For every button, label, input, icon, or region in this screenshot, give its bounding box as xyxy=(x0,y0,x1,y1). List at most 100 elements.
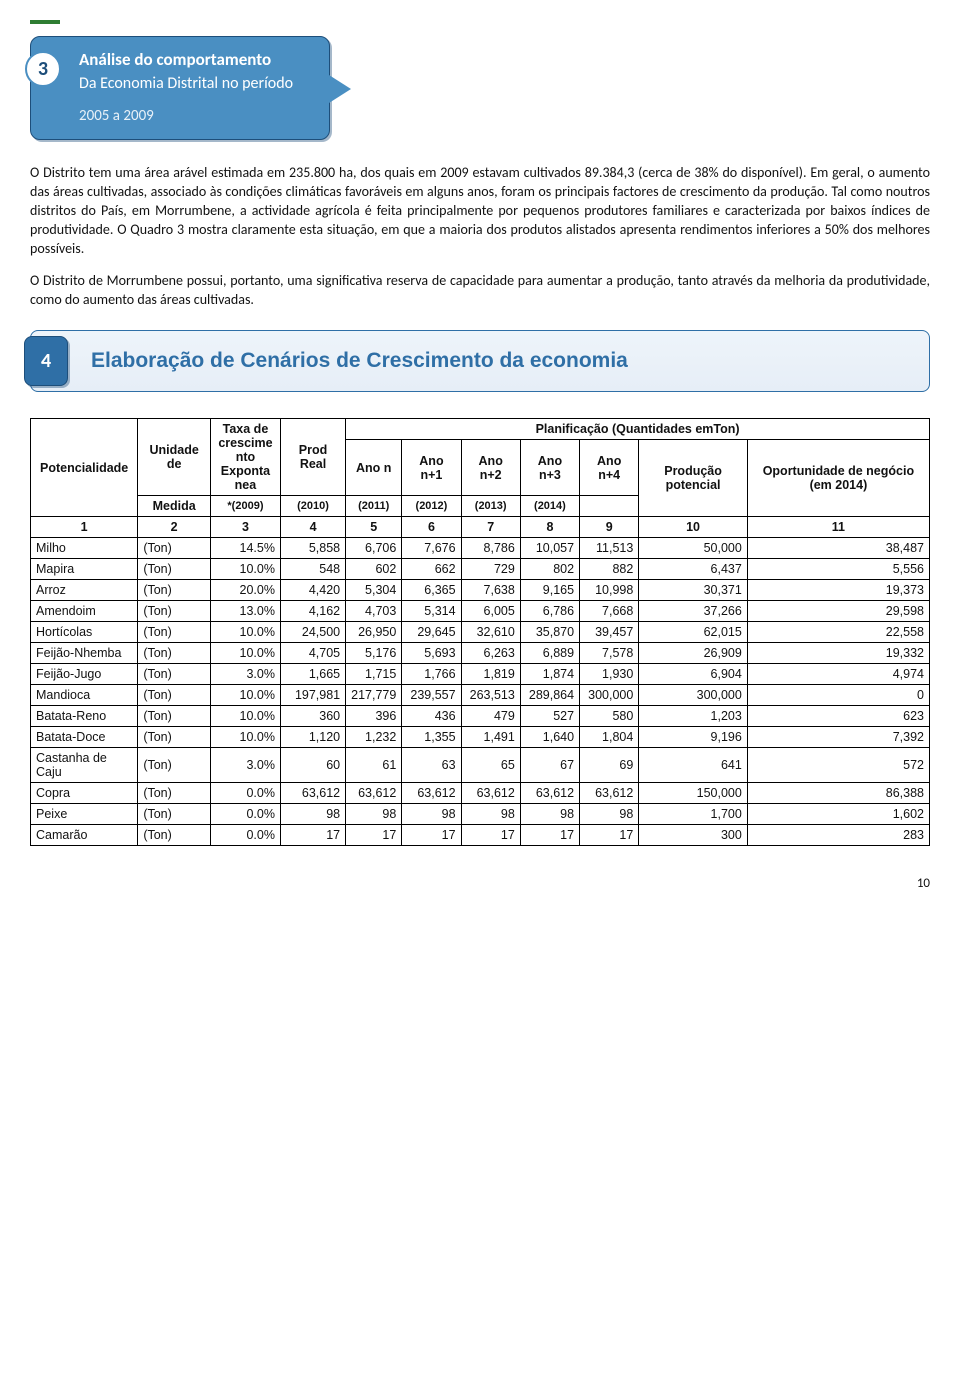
cell-unit: (Ton) xyxy=(138,748,211,783)
cell-value: 7,668 xyxy=(580,601,639,622)
cell-value: 65 xyxy=(461,748,520,783)
cell-name: Milho xyxy=(31,538,138,559)
cell-value: 67 xyxy=(520,748,579,783)
cell-value: 1,491 xyxy=(461,727,520,748)
col-unidade-top: Unidade de xyxy=(138,419,211,496)
table-row: Mandioca(Ton)10.0%197,981217,779239,5572… xyxy=(31,685,930,706)
cell-name: Mapira xyxy=(31,559,138,580)
cell-unit: (Ton) xyxy=(138,559,211,580)
chevron-right-icon xyxy=(329,75,351,103)
colnum-2: 2 xyxy=(138,517,211,538)
cell-value: 86,388 xyxy=(747,783,929,804)
cell-value: 479 xyxy=(461,706,520,727)
cell-unit: (Ton) xyxy=(138,804,211,825)
cell-value: 17 xyxy=(346,825,402,846)
cell-unit: (Ton) xyxy=(138,727,211,748)
cell-name: Camarão xyxy=(31,825,138,846)
cell-value: 5,556 xyxy=(747,559,929,580)
cell-value: 63,612 xyxy=(461,783,520,804)
col-prod-real: Prod Real xyxy=(280,419,345,496)
cell-name: Feijão-Jugo xyxy=(31,664,138,685)
cell-value: 35,870 xyxy=(520,622,579,643)
cell-value: 882 xyxy=(580,559,639,580)
col-unidade-bot: Medida xyxy=(138,496,211,517)
cell-value: 602 xyxy=(346,559,402,580)
colnum-1: 1 xyxy=(31,517,138,538)
col-oportunidade: Oportunidade de negócio (em 2014) xyxy=(747,440,929,517)
cell-value: 217,779 xyxy=(346,685,402,706)
cell-value: 396 xyxy=(346,706,402,727)
cell-rate: 10.0% xyxy=(210,643,280,664)
colnum-11: 11 xyxy=(747,517,929,538)
cell-value: 1,120 xyxy=(280,727,345,748)
cell-name: Feijão-Nhemba xyxy=(31,643,138,664)
col-taxa-year: *(2009) xyxy=(210,496,280,517)
cell-rate: 10.0% xyxy=(210,706,280,727)
cell-value: 9,165 xyxy=(520,580,579,601)
cell-value: 17 xyxy=(402,825,461,846)
cell-value: 4,974 xyxy=(747,664,929,685)
cell-value: 580 xyxy=(580,706,639,727)
cell-value: 1,819 xyxy=(461,664,520,685)
cell-value: 5,858 xyxy=(280,538,345,559)
cell-rate: 14.5% xyxy=(210,538,280,559)
table-row: Batata-Reno(Ton)10.0%3603964364795275801… xyxy=(31,706,930,727)
section-3-callout: 3 Análise do comportamento Da Economia D… xyxy=(30,36,330,140)
cell-rate: 13.0% xyxy=(210,601,280,622)
colnum-5: 5 xyxy=(346,517,402,538)
cell-value: 1,700 xyxy=(639,804,748,825)
cell-value: 98 xyxy=(346,804,402,825)
cell-unit: (Ton) xyxy=(138,580,211,601)
cell-value: 7,392 xyxy=(747,727,929,748)
section-3-title-line3: 2005 a 2009 xyxy=(79,107,315,125)
cell-value: 19,373 xyxy=(747,580,929,601)
cell-unit: (Ton) xyxy=(138,601,211,622)
cell-value: 63 xyxy=(402,748,461,783)
paragraph-1: O Distrito tem uma área arável estimada … xyxy=(30,164,930,258)
cell-value: 7,638 xyxy=(461,580,520,601)
cell-value: 5,314 xyxy=(402,601,461,622)
cell-value: 17 xyxy=(580,825,639,846)
top-accent xyxy=(30,20,60,24)
cell-rate: 3.0% xyxy=(210,664,280,685)
col-ano-n: Ano n xyxy=(346,440,402,496)
cell-rate: 0.0% xyxy=(210,825,280,846)
cell-unit: (Ton) xyxy=(138,538,211,559)
col-y3-year: (2013) xyxy=(461,496,520,517)
cell-value: 1,232 xyxy=(346,727,402,748)
cell-value: 22,558 xyxy=(747,622,929,643)
cell-rate: 10.0% xyxy=(210,727,280,748)
cell-value: 17 xyxy=(280,825,345,846)
col-y2-year: (2012) xyxy=(402,496,461,517)
table-row: Arroz(Ton)20.0%4,4205,3046,3657,6389,165… xyxy=(31,580,930,601)
cell-value: 63,612 xyxy=(280,783,345,804)
colnum-7: 7 xyxy=(461,517,520,538)
paragraph-2: O Distrito de Morrumbene possui, portant… xyxy=(30,272,930,310)
cell-value: 17 xyxy=(461,825,520,846)
cell-value: 1,766 xyxy=(402,664,461,685)
col-ano-n2: Ano n+2 xyxy=(461,440,520,496)
colnum-10: 10 xyxy=(639,517,748,538)
col-planificacao: Planificação (Quantidades emTon) xyxy=(346,419,930,440)
cell-unit: (Ton) xyxy=(138,664,211,685)
cell-value: 32,610 xyxy=(461,622,520,643)
cell-value: 6,365 xyxy=(402,580,461,601)
table-row: Peixe(Ton)0.0%9898989898981,7001,602 xyxy=(31,804,930,825)
cell-rate: 10.0% xyxy=(210,685,280,706)
table-row: Amendoim(Ton)13.0%4,1624,7035,3146,0056,… xyxy=(31,601,930,622)
cell-name: Batata-Reno xyxy=(31,706,138,727)
cell-value: 6,904 xyxy=(639,664,748,685)
table-row: Copra(Ton)0.0%63,61263,61263,61263,61263… xyxy=(31,783,930,804)
cell-rate: 20.0% xyxy=(210,580,280,601)
col-y1-year: (2011) xyxy=(346,496,402,517)
table-row: Camarão(Ton)0.0%171717171717300283 xyxy=(31,825,930,846)
table-row: Feijão-Jugo(Ton)3.0%1,6651,7151,7661,819… xyxy=(31,664,930,685)
colnum-4: 4 xyxy=(280,517,345,538)
cell-name: Mandioca xyxy=(31,685,138,706)
cell-value: 63,612 xyxy=(402,783,461,804)
cell-value: 263,513 xyxy=(461,685,520,706)
cell-value: 98 xyxy=(580,804,639,825)
cell-value: 50,000 xyxy=(639,538,748,559)
cell-value: 1,640 xyxy=(520,727,579,748)
table-row: Milho(Ton)14.5%5,8586,7067,6768,78610,05… xyxy=(31,538,930,559)
